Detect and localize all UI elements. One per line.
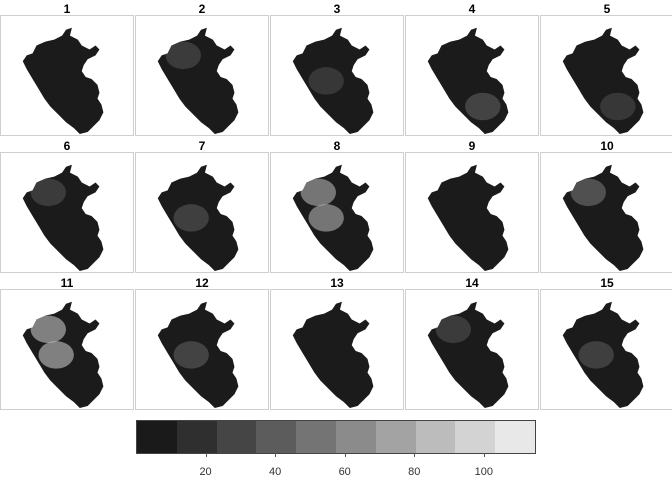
legend-bin-1 (176, 421, 217, 453)
panel-label: 11 (60, 276, 74, 290)
color-legend (136, 420, 536, 454)
map-panel-3: 3 (270, 2, 404, 136)
map-panel-8: 8 (270, 139, 404, 273)
peru-map (157, 27, 239, 135)
country-shape (427, 301, 509, 409)
map-panel-1: 1 (0, 2, 134, 136)
country-shape (157, 27, 239, 135)
legend-bin-3 (256, 421, 297, 453)
hotspot-north (435, 315, 472, 344)
peru-map (292, 301, 374, 409)
map-panel-6: 6 (0, 139, 134, 273)
legend-bin-9 (495, 421, 535, 453)
country-shape (427, 27, 509, 135)
map-panel-9: 9 (405, 139, 539, 273)
peru-map (562, 164, 644, 272)
legend-bin-8 (455, 421, 496, 453)
legend-bin-6 (375, 421, 416, 453)
legend-tick-label: 20 (199, 466, 212, 478)
legend-bin-0 (137, 421, 177, 453)
legend-bin-4 (296, 421, 336, 453)
legend-bin-2 (216, 421, 257, 453)
legend-tick-label: 80 (408, 466, 421, 478)
peru-map (292, 27, 374, 135)
panel-label: 5 (603, 2, 611, 16)
country-shape (22, 164, 104, 272)
panel-label: 2 (198, 2, 206, 16)
peru-map (427, 164, 509, 272)
peru-map (157, 301, 239, 409)
legend-tick (414, 453, 416, 457)
map-panel-11: 11 (0, 276, 134, 410)
legend-tick (344, 453, 346, 457)
hotspot-central (38, 341, 74, 369)
hotspot-central (173, 204, 209, 232)
map-panel-5: 5 (540, 2, 672, 136)
panel-label: 9 (468, 139, 476, 153)
legend-tick (205, 453, 207, 457)
panel-label: 8 (333, 139, 341, 153)
country-shape (562, 27, 644, 135)
legend-bin-7 (415, 421, 456, 453)
panel-label: 7 (198, 139, 206, 153)
legend-tick (483, 453, 485, 457)
panel-label: 6 (63, 139, 71, 153)
legend-bin-5 (335, 421, 376, 453)
country-shape (292, 301, 374, 409)
peru-map (22, 27, 104, 135)
map-grid: 1 2 3 4 5 6 7 8 9 10 11 12 13 14 15 (0, 2, 672, 410)
peru-map (157, 164, 239, 272)
peru-map (562, 27, 644, 135)
legend-tick-label: 40 (269, 466, 282, 478)
map-panel-2: 2 (135, 2, 269, 136)
peru-map (22, 301, 104, 409)
map-panel-12: 12 (135, 276, 269, 410)
country-shape (562, 164, 644, 272)
panel-label: 3 (333, 2, 341, 16)
peru-map (427, 301, 509, 409)
panel-label: 4 (468, 2, 476, 16)
hotspot-north (300, 178, 337, 207)
legend-tick-label: 100 (474, 466, 493, 478)
panel-label: 14 (465, 276, 479, 290)
map-panel-14: 14 (405, 276, 539, 410)
legend-tick-label: 60 (338, 466, 351, 478)
hotspot-north (165, 41, 202, 70)
legend-tick (275, 453, 277, 457)
hotspot-south (465, 92, 501, 121)
peru-map (292, 164, 374, 272)
peru-map (562, 301, 644, 409)
hotspot-central (308, 67, 344, 95)
country-shape (22, 27, 104, 135)
hotspot-north (30, 178, 67, 207)
peru-map (22, 164, 104, 272)
map-panel-7: 7 (135, 139, 269, 273)
hotspot-south (600, 92, 636, 121)
country-shape (427, 164, 509, 272)
map-panel-13: 13 (270, 276, 404, 410)
panel-label: 15 (600, 276, 614, 290)
panel-label: 1 (63, 2, 71, 16)
hotspot-central (578, 341, 614, 369)
peru-map (427, 27, 509, 135)
hotspot-central (173, 341, 209, 369)
panel-label: 10 (600, 139, 614, 153)
map-panel-10: 10 (540, 139, 672, 273)
hotspot-north (570, 178, 607, 207)
map-panel-15: 15 (540, 276, 672, 410)
hotspot-north (30, 315, 67, 344)
panel-label: 13 (330, 276, 344, 290)
hotspot-central (308, 204, 344, 232)
panel-label: 12 (195, 276, 209, 290)
map-panel-4: 4 (405, 2, 539, 136)
